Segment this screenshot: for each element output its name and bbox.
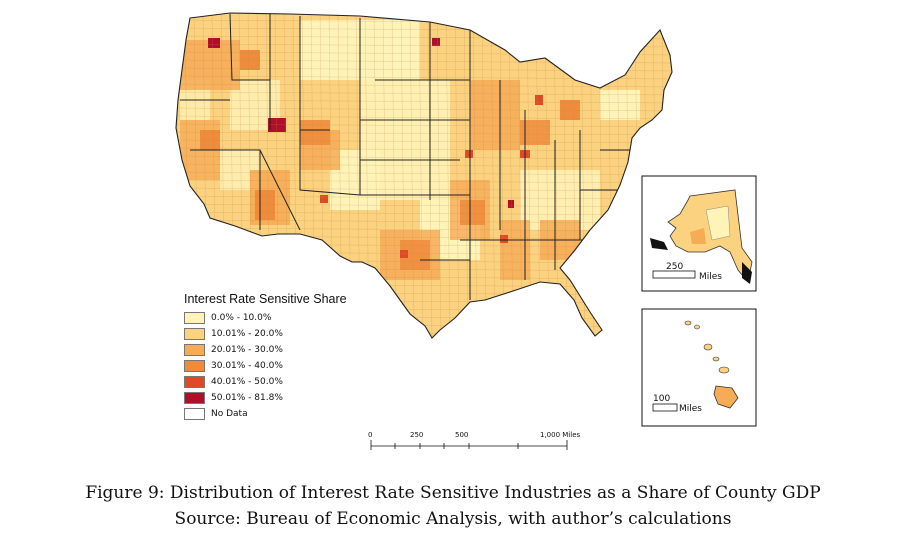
legend-item: 40.01% - 50.0% <box>184 374 347 390</box>
legend-label: 30.01% - 40.0% <box>211 361 283 371</box>
legend-item: 30.01% - 40.0% <box>184 358 347 374</box>
legend-label: 20.01% - 30.0% <box>211 345 283 355</box>
alaska-scale-value: 250 <box>666 262 684 272</box>
hawaii-scale-unit: Miles <box>679 404 702 414</box>
hawaii-scale-value: 100 <box>653 394 671 404</box>
scale-tick-0: 0 <box>368 431 373 439</box>
legend-item: 10.01% - 20.0% <box>184 326 347 342</box>
alaska-scale-bar <box>652 270 696 279</box>
scale-tick-250: 250 <box>410 431 424 439</box>
alaska-scale-unit: Miles <box>699 272 722 282</box>
legend-swatch <box>184 408 205 420</box>
legend-swatch <box>184 376 205 388</box>
legend-item: 20.01% - 30.0% <box>184 342 347 358</box>
legend-title: Interest Rate Sensitive Share <box>184 292 347 306</box>
legend-item: 50.01% - 81.8% <box>184 390 347 406</box>
figure-source: Source: Bureau of Economic Analysis, wit… <box>174 509 732 529</box>
figure-caption: Figure 9: Distribution of Interest Rate … <box>85 483 821 503</box>
legend-item: 0.0% - 10.0% <box>184 310 347 326</box>
legend-label: 40.01% - 50.0% <box>211 377 283 387</box>
legend-label: No Data <box>211 409 248 419</box>
alaska-shape <box>667 189 753 283</box>
hawaii-big-island <box>713 385 739 409</box>
legend-swatch <box>184 360 205 372</box>
legend-label: 10.01% - 20.0% <box>211 329 283 339</box>
legend-label: 0.0% - 10.0% <box>211 313 272 323</box>
legend-swatch <box>184 344 205 356</box>
main-scale-bar <box>370 440 568 450</box>
scale-tick-1000: 1,000 Miles <box>540 431 581 439</box>
state-borders <box>180 13 630 300</box>
hawaii-scale-bar <box>652 403 678 412</box>
legend-swatch <box>184 328 205 340</box>
scale-tick-500: 500 <box>455 431 469 439</box>
hawaii-inset <box>641 308 757 427</box>
legend-swatch <box>184 392 205 404</box>
alaska-inset <box>641 175 757 292</box>
map-legend: Interest Rate Sensitive Share 0.0% - 10.… <box>184 292 347 422</box>
legend-label: 50.01% - 81.8% <box>211 393 283 403</box>
legend-swatch <box>184 312 205 324</box>
legend-item: No Data <box>184 406 347 422</box>
